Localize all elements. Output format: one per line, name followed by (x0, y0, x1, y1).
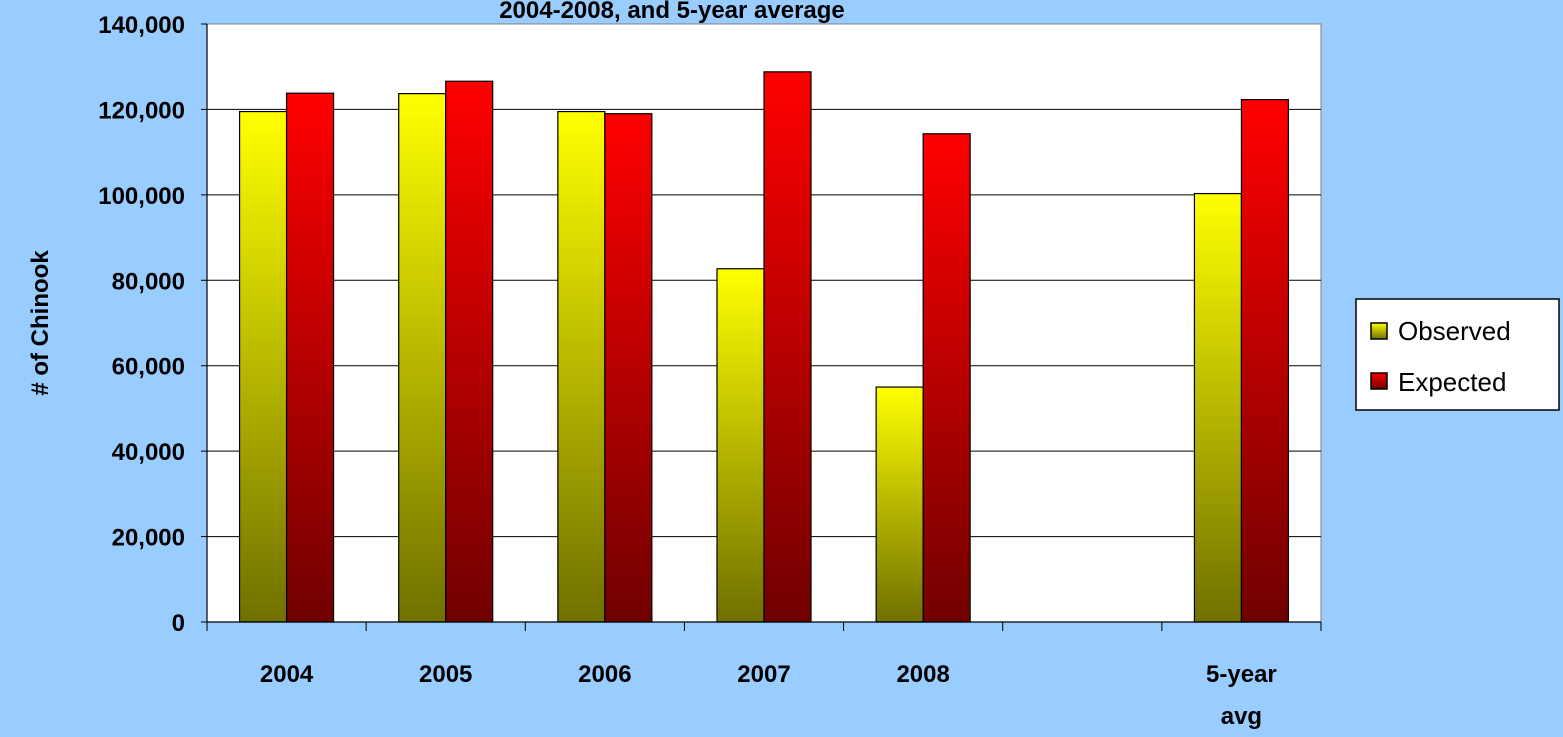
bar-observed (398, 93, 447, 623)
legend-label-expected: Expected (1398, 367, 1506, 397)
y-tick-label: 80,000 (112, 268, 185, 295)
bars (238, 71, 1290, 623)
x-tick-label: 2008 (896, 661, 949, 688)
chart-title: 2004-2008, and 5-year average (499, 0, 845, 24)
bar-observed (1193, 192, 1243, 623)
x-tick-label: 5-year (1206, 661, 1277, 688)
x-tick-label: 2005 (419, 661, 472, 688)
y-tick-label: 60,000 (112, 354, 185, 381)
bar-expected (763, 71, 812, 623)
y-tick-labels: 0 20,000 40,000 60,000 80,000 100,000 120,000 1… (98, 12, 185, 637)
bar-observed (557, 110, 606, 623)
y-tick-label: 100,000 (98, 183, 185, 210)
bar-expected (285, 92, 335, 623)
legend-label-observed: Observed (1398, 316, 1511, 346)
bar-expected (604, 113, 653, 623)
legend-box (1355, 298, 1560, 411)
bar-expected (922, 133, 971, 623)
y-axis-label: # of Chinook (27, 250, 54, 396)
bar-observed (716, 268, 765, 623)
x-tick-label: avg (1221, 703, 1262, 730)
legend: Observed Expected (1355, 298, 1560, 411)
legend-swatch-observed (1370, 322, 1388, 340)
x-tick-label: 2007 (737, 661, 790, 688)
x-tick-label: 2004 (260, 661, 314, 688)
bar-observed (875, 386, 924, 623)
y-tick-label: 140,000 (98, 12, 185, 39)
y-tick-label: 120,000 (98, 97, 185, 124)
bar-expected (445, 80, 494, 623)
bar-expected (1240, 99, 1290, 623)
bar-observed (238, 110, 288, 623)
x-tick-label: 2006 (578, 661, 631, 688)
y-tick-label: 0 (172, 610, 185, 637)
x-tick-labels: 2004 2005 2006 2007 2008 5-year avg (260, 661, 1277, 730)
legend-swatch-expected (1370, 372, 1388, 390)
axes (201, 23, 1322, 631)
y-tick-label: 20,000 (112, 525, 185, 552)
y-tick-label: 40,000 (112, 439, 185, 466)
